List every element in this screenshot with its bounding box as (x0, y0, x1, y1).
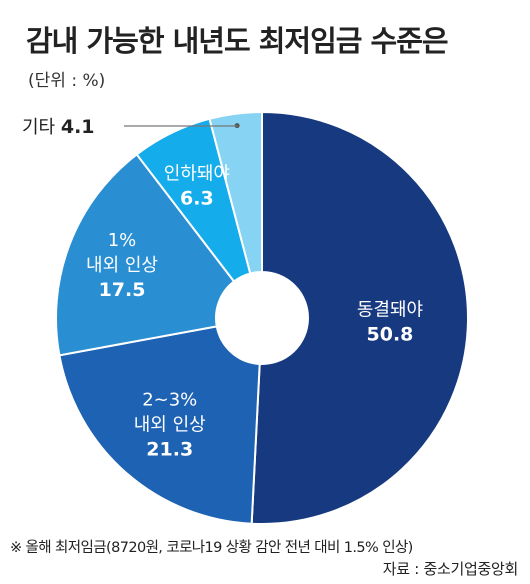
slice-label-0: 동결돼야 50.8 (357, 300, 423, 346)
slice-label-3: 인하돼야 6.3 (164, 164, 230, 210)
slice-label-2: 1% 내외 인상 17.5 (86, 230, 158, 301)
chart-title: 감내 가능한 내년도 최저임금 수준은 (26, 24, 449, 58)
unit-label: (단위 : %) (28, 71, 106, 91)
slice-0 (250, 110, 469, 525)
source-label: 자료 : 중소기업중앙회 (382, 560, 519, 578)
slice-label-4: 기타 4.1 (22, 116, 95, 138)
slice-4 (208, 110, 263, 275)
slice-2 (55, 153, 236, 357)
slice-label-1: 2~3% 내외 인상 21.3 (134, 389, 206, 460)
slice-1 (58, 325, 261, 525)
footnote: ※ 올해 최저임금(8720원, 코로나19 상황 감안 전년 대비 1.5% … (10, 540, 413, 556)
